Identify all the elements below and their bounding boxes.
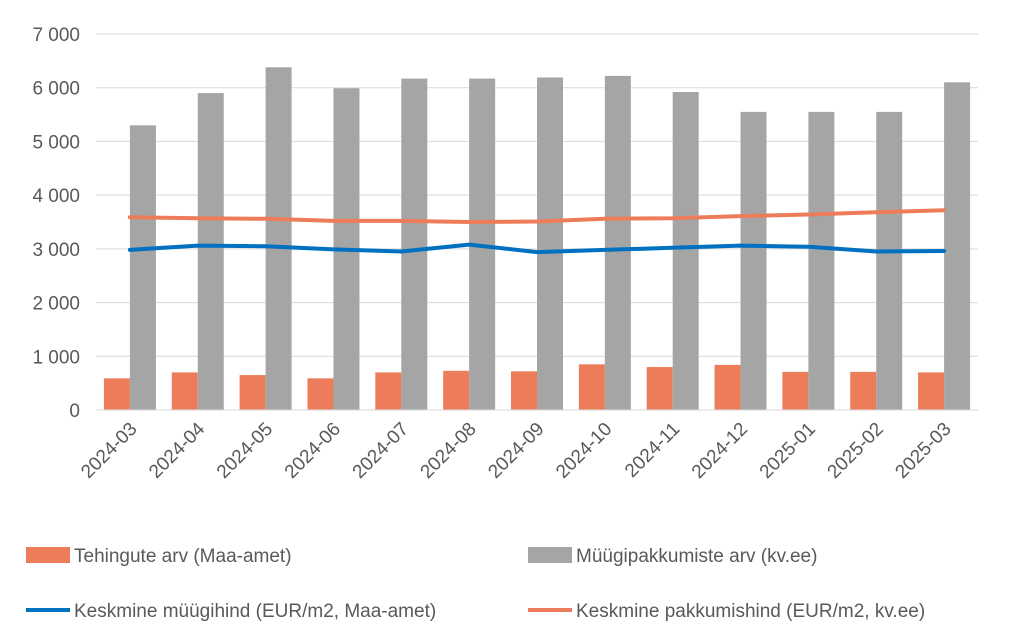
bar-muugipakkumiste-arv [876,111,903,410]
bar-muugipakkumiste-arv [537,77,563,410]
bar-tehingute-arv [511,371,537,410]
line-keskmine-muugihind [127,242,947,255]
y-tick-label: 6 000 [32,79,80,100]
y-tick-label: 5 000 [32,132,80,153]
line-keskmine-pakkumishind [127,208,947,224]
x-tick-label: 2024-05 [213,419,277,483]
lines [127,208,947,255]
bar-muugipakkumiste-arv [672,92,699,411]
bar-tehingute-arv [646,367,673,410]
bar-tehingute-arv [714,364,741,410]
bar-tehingute-arv [307,378,334,410]
bar-muugipakkumiste-arv [129,125,156,411]
legend-item: Keskmine pakkumishind (EUR/m2, kv.ee) [528,601,925,622]
x-tick-label: 2024-04 [145,418,209,482]
x-tick-label: 2024-12 [688,419,752,483]
y-tick-label: 4 000 [32,186,80,207]
x-tick-label: 2024-08 [417,419,481,483]
y-tick-label: 0 [69,401,80,422]
y-tick-label: 2 000 [32,294,80,315]
y-tick-label: 7 000 [32,25,80,46]
bar-tehingute-arv [443,370,470,410]
bar-muugipakkumiste-arv [604,75,631,410]
legend-label: Müügipakkumiste arv (kv.ee) [576,546,817,567]
x-tick-label: 2024-09 [484,419,548,483]
bar-tehingute-arv [171,372,198,410]
bar-muugipakkumiste-arv [265,67,292,410]
x-tick-label: 2024-07 [349,419,413,483]
legend-label: Tehingute arv (Maa-amet) [74,546,292,567]
legend-item: Keskmine müügihind (EUR/m2, Maa-amet) [26,601,436,622]
x-tick-label: 2025-02 [824,419,888,483]
y-tick-label: 1 000 [32,347,80,368]
bar-tehingute-arv [782,371,809,410]
x-tick-label: 2025-01 [756,419,820,483]
x-tick-label: 2024-03 [77,419,141,483]
x-tick-label: 2024-06 [281,419,345,483]
legend-item: Tehingute arv (Maa-amet) [26,546,292,567]
legend-swatch [26,547,70,563]
bar-tehingute-arv [239,375,266,410]
legend-item: Müügipakkumiste arv (kv.ee) [528,546,817,567]
bar-tehingute-arv [103,378,130,410]
x-tick-label: 2024-11 [621,419,684,482]
bar-muugipakkumiste-arv [401,78,428,410]
bar-tehingute-arv [850,371,877,410]
bar-muugipakkumiste-arv [197,93,224,410]
x-tick-label: 2024-10 [552,419,616,483]
legend-swatch [528,547,572,563]
bar-tehingute-arv [918,372,945,410]
legend: Tehingute arv (Maa-amet) Müügipakkumiste … [26,546,925,622]
bar-muugipakkumiste-arv [808,111,835,410]
bar-muugipakkumiste-arv [740,111,767,410]
bar-tehingute-arv [375,372,402,410]
legend-label: Keskmine müügihind (EUR/m2, Maa-amet) [74,601,436,622]
bar-tehingute-arv [578,364,605,410]
x-tick-label: 2025-03 [891,419,955,483]
bar-muugipakkumiste-arv [944,82,971,410]
legend-label: Keskmine pakkumishind (EUR/m2, kv.ee) [576,601,925,622]
y-tick-label: 3 000 [32,240,80,261]
axes: 0 1 000 2 000 3 000 4 000 5 000 6 000 7 000 2024… [32,25,978,483]
bars [103,67,971,411]
